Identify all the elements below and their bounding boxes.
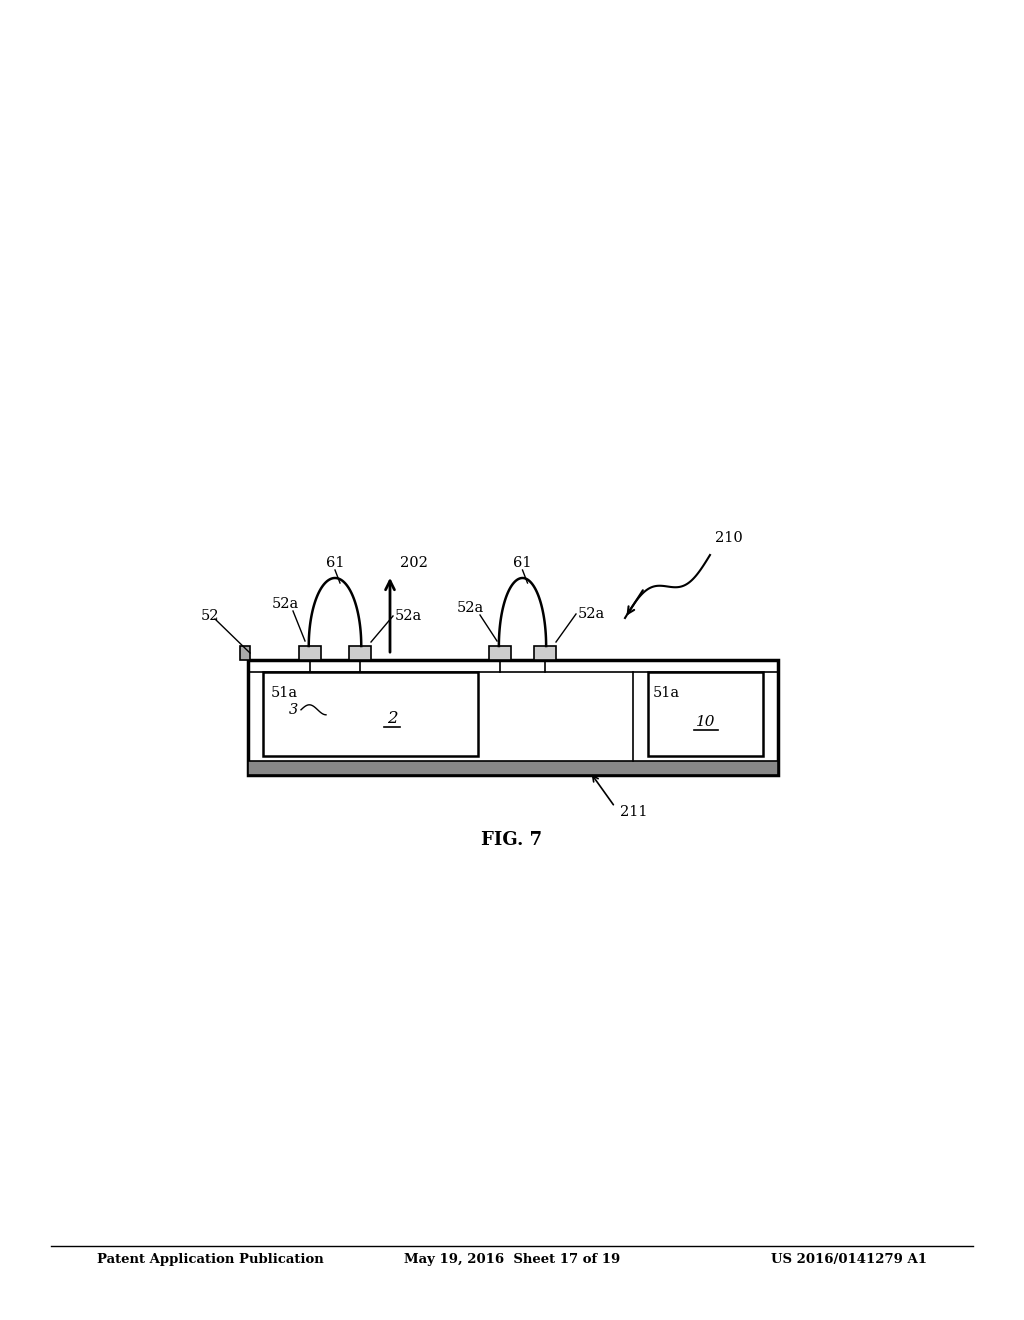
Bar <box>263 672 478 756</box>
Bar <box>248 660 778 775</box>
Text: 52: 52 <box>201 609 219 623</box>
Bar <box>534 645 556 660</box>
Text: Patent Application Publication: Patent Application Publication <box>97 1254 324 1266</box>
Text: 52a: 52a <box>271 597 299 611</box>
Text: 51a: 51a <box>271 686 298 700</box>
Bar <box>648 672 763 756</box>
Text: 210: 210 <box>715 531 742 545</box>
Text: 52a: 52a <box>395 609 422 623</box>
Text: 211: 211 <box>620 805 647 818</box>
Bar <box>299 645 321 660</box>
Text: 2: 2 <box>387 710 397 727</box>
Text: 51a: 51a <box>653 686 680 700</box>
Text: May 19, 2016  Sheet 17 of 19: May 19, 2016 Sheet 17 of 19 <box>403 1254 621 1266</box>
Text: 202: 202 <box>400 556 428 570</box>
Bar <box>240 645 250 660</box>
Text: 3: 3 <box>289 702 298 717</box>
Text: 10: 10 <box>695 715 715 730</box>
Bar <box>248 762 778 775</box>
Text: 61: 61 <box>326 556 344 570</box>
Bar <box>489 645 511 660</box>
Text: FIG. 7: FIG. 7 <box>481 832 543 849</box>
Text: 61: 61 <box>513 556 531 570</box>
Text: US 2016/0141279 A1: US 2016/0141279 A1 <box>771 1254 927 1266</box>
Bar <box>248 762 778 775</box>
Bar <box>349 645 371 660</box>
Text: 52a: 52a <box>578 607 605 620</box>
Text: 52a: 52a <box>457 601 483 615</box>
